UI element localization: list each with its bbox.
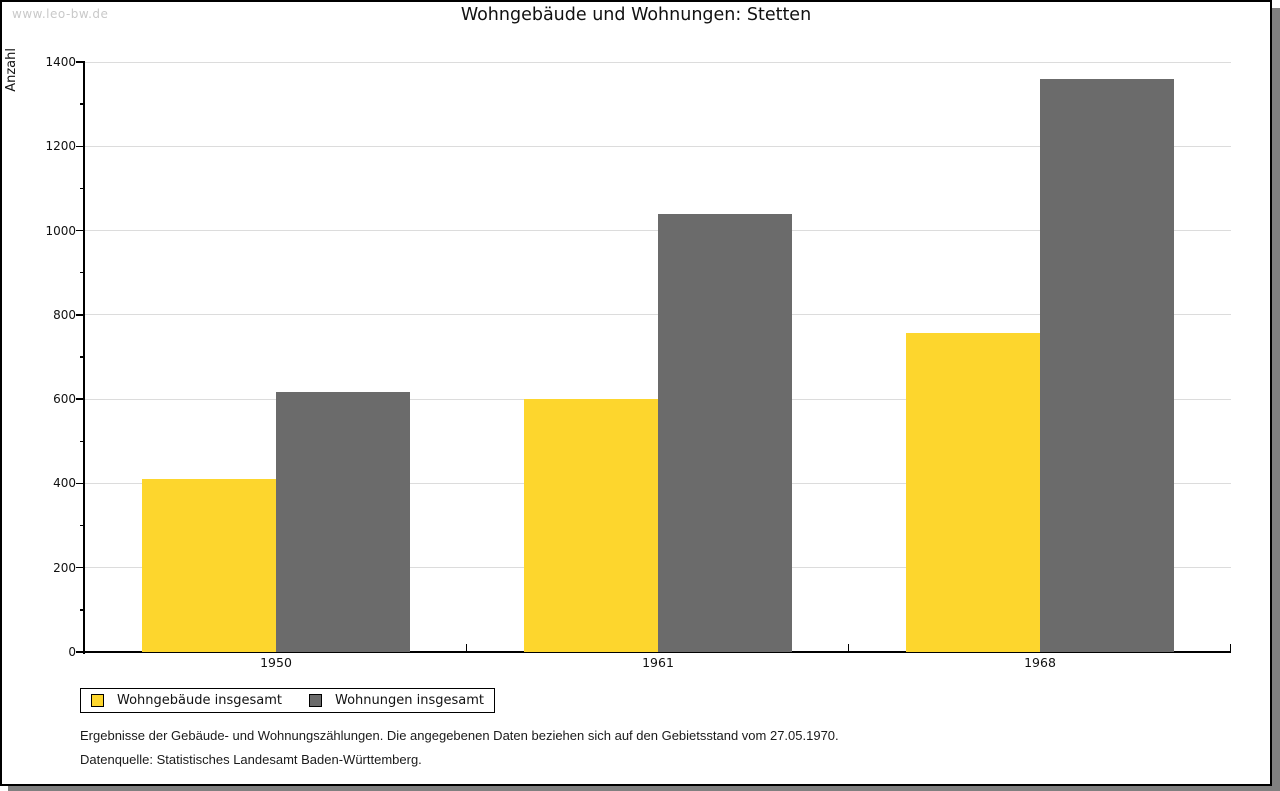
- y-minor-tick-1300: [80, 103, 85, 105]
- x-boundary-tick-2: [847, 644, 849, 651]
- y-minor-tick-300: [80, 524, 85, 527]
- bar-wohnungen-1968: [1040, 78, 1174, 652]
- y-major-tick-200: [76, 566, 85, 569]
- bar-wohngebaeude-1968: [906, 332, 1040, 652]
- y-major-tick-0: [76, 651, 85, 653]
- y-major-tick-1400: [76, 61, 85, 63]
- y-minor-tick-100: [80, 609, 85, 611]
- x-category-label-1961: 1961: [642, 655, 674, 670]
- y-major-tick-600: [76, 398, 85, 400]
- x-axis-end-tick: [1229, 644, 1231, 651]
- y-tick-label-600: 600: [53, 392, 76, 407]
- y-tick-label-800: 800: [53, 307, 76, 322]
- bar-wohnungen-1950: [276, 391, 410, 652]
- x-category-label-1950: 1950: [260, 655, 292, 670]
- y-minor-tick-700: [80, 356, 85, 358]
- gridline-1400: [85, 61, 1231, 63]
- x-axis-line: [83, 651, 1231, 653]
- legend-item-wohngebaeude: Wohngebäude insgesamt: [91, 693, 282, 708]
- x-category-label-1968: 1968: [1024, 655, 1056, 670]
- gridline-1200: [85, 145, 1231, 147]
- y-tick-label-400: 400: [53, 476, 76, 491]
- footnote-line2: Datenquelle: Statistisches Landesamt Bad…: [80, 752, 422, 767]
- plot-area: [76, 61, 1231, 654]
- y-tick-label-1200: 1200: [45, 139, 76, 154]
- y-axis-line: [83, 62, 85, 654]
- bar-wohnungen-1961: [658, 213, 792, 652]
- legend-item-wohnungen: Wohnungen insgesamt: [309, 693, 484, 708]
- footnote-line1: Ergebnisse der Gebäude- und Wohnungszähl…: [80, 728, 839, 743]
- y-major-tick-800: [76, 314, 85, 316]
- y-minor-tick-900: [80, 271, 85, 274]
- bar-wohngebaeude-1961: [524, 399, 658, 652]
- y-tick-label-200: 200: [53, 560, 76, 575]
- x-boundary-tick-1: [465, 644, 467, 651]
- chart-title: Wohngebäude und Wohnungen: Stetten: [460, 5, 812, 25]
- y-tick-label-1000: 1000: [45, 223, 76, 238]
- legend-swatch-yellow: [91, 694, 104, 707]
- legend: Wohngebäude insgesamt Wohnungen insgesamt: [80, 688, 495, 713]
- y-minor-tick-1100: [80, 187, 85, 190]
- watermark: www.leo-bw.de: [12, 7, 109, 21]
- y-tick-label-1400: 1400: [45, 55, 76, 69]
- y-minor-tick-500: [80, 440, 85, 443]
- bar-wohngebaeude-1950: [142, 479, 276, 652]
- y-tick-label-0: 0: [68, 645, 76, 659]
- y-major-tick-400: [76, 482, 85, 485]
- legend-label: Wohnungen insgesamt: [335, 693, 484, 708]
- y-major-tick-1000: [76, 229, 85, 232]
- legend-label: Wohngebäude insgesamt: [117, 693, 282, 708]
- y-major-tick-1200: [76, 145, 85, 148]
- legend-swatch-gray: [309, 694, 322, 707]
